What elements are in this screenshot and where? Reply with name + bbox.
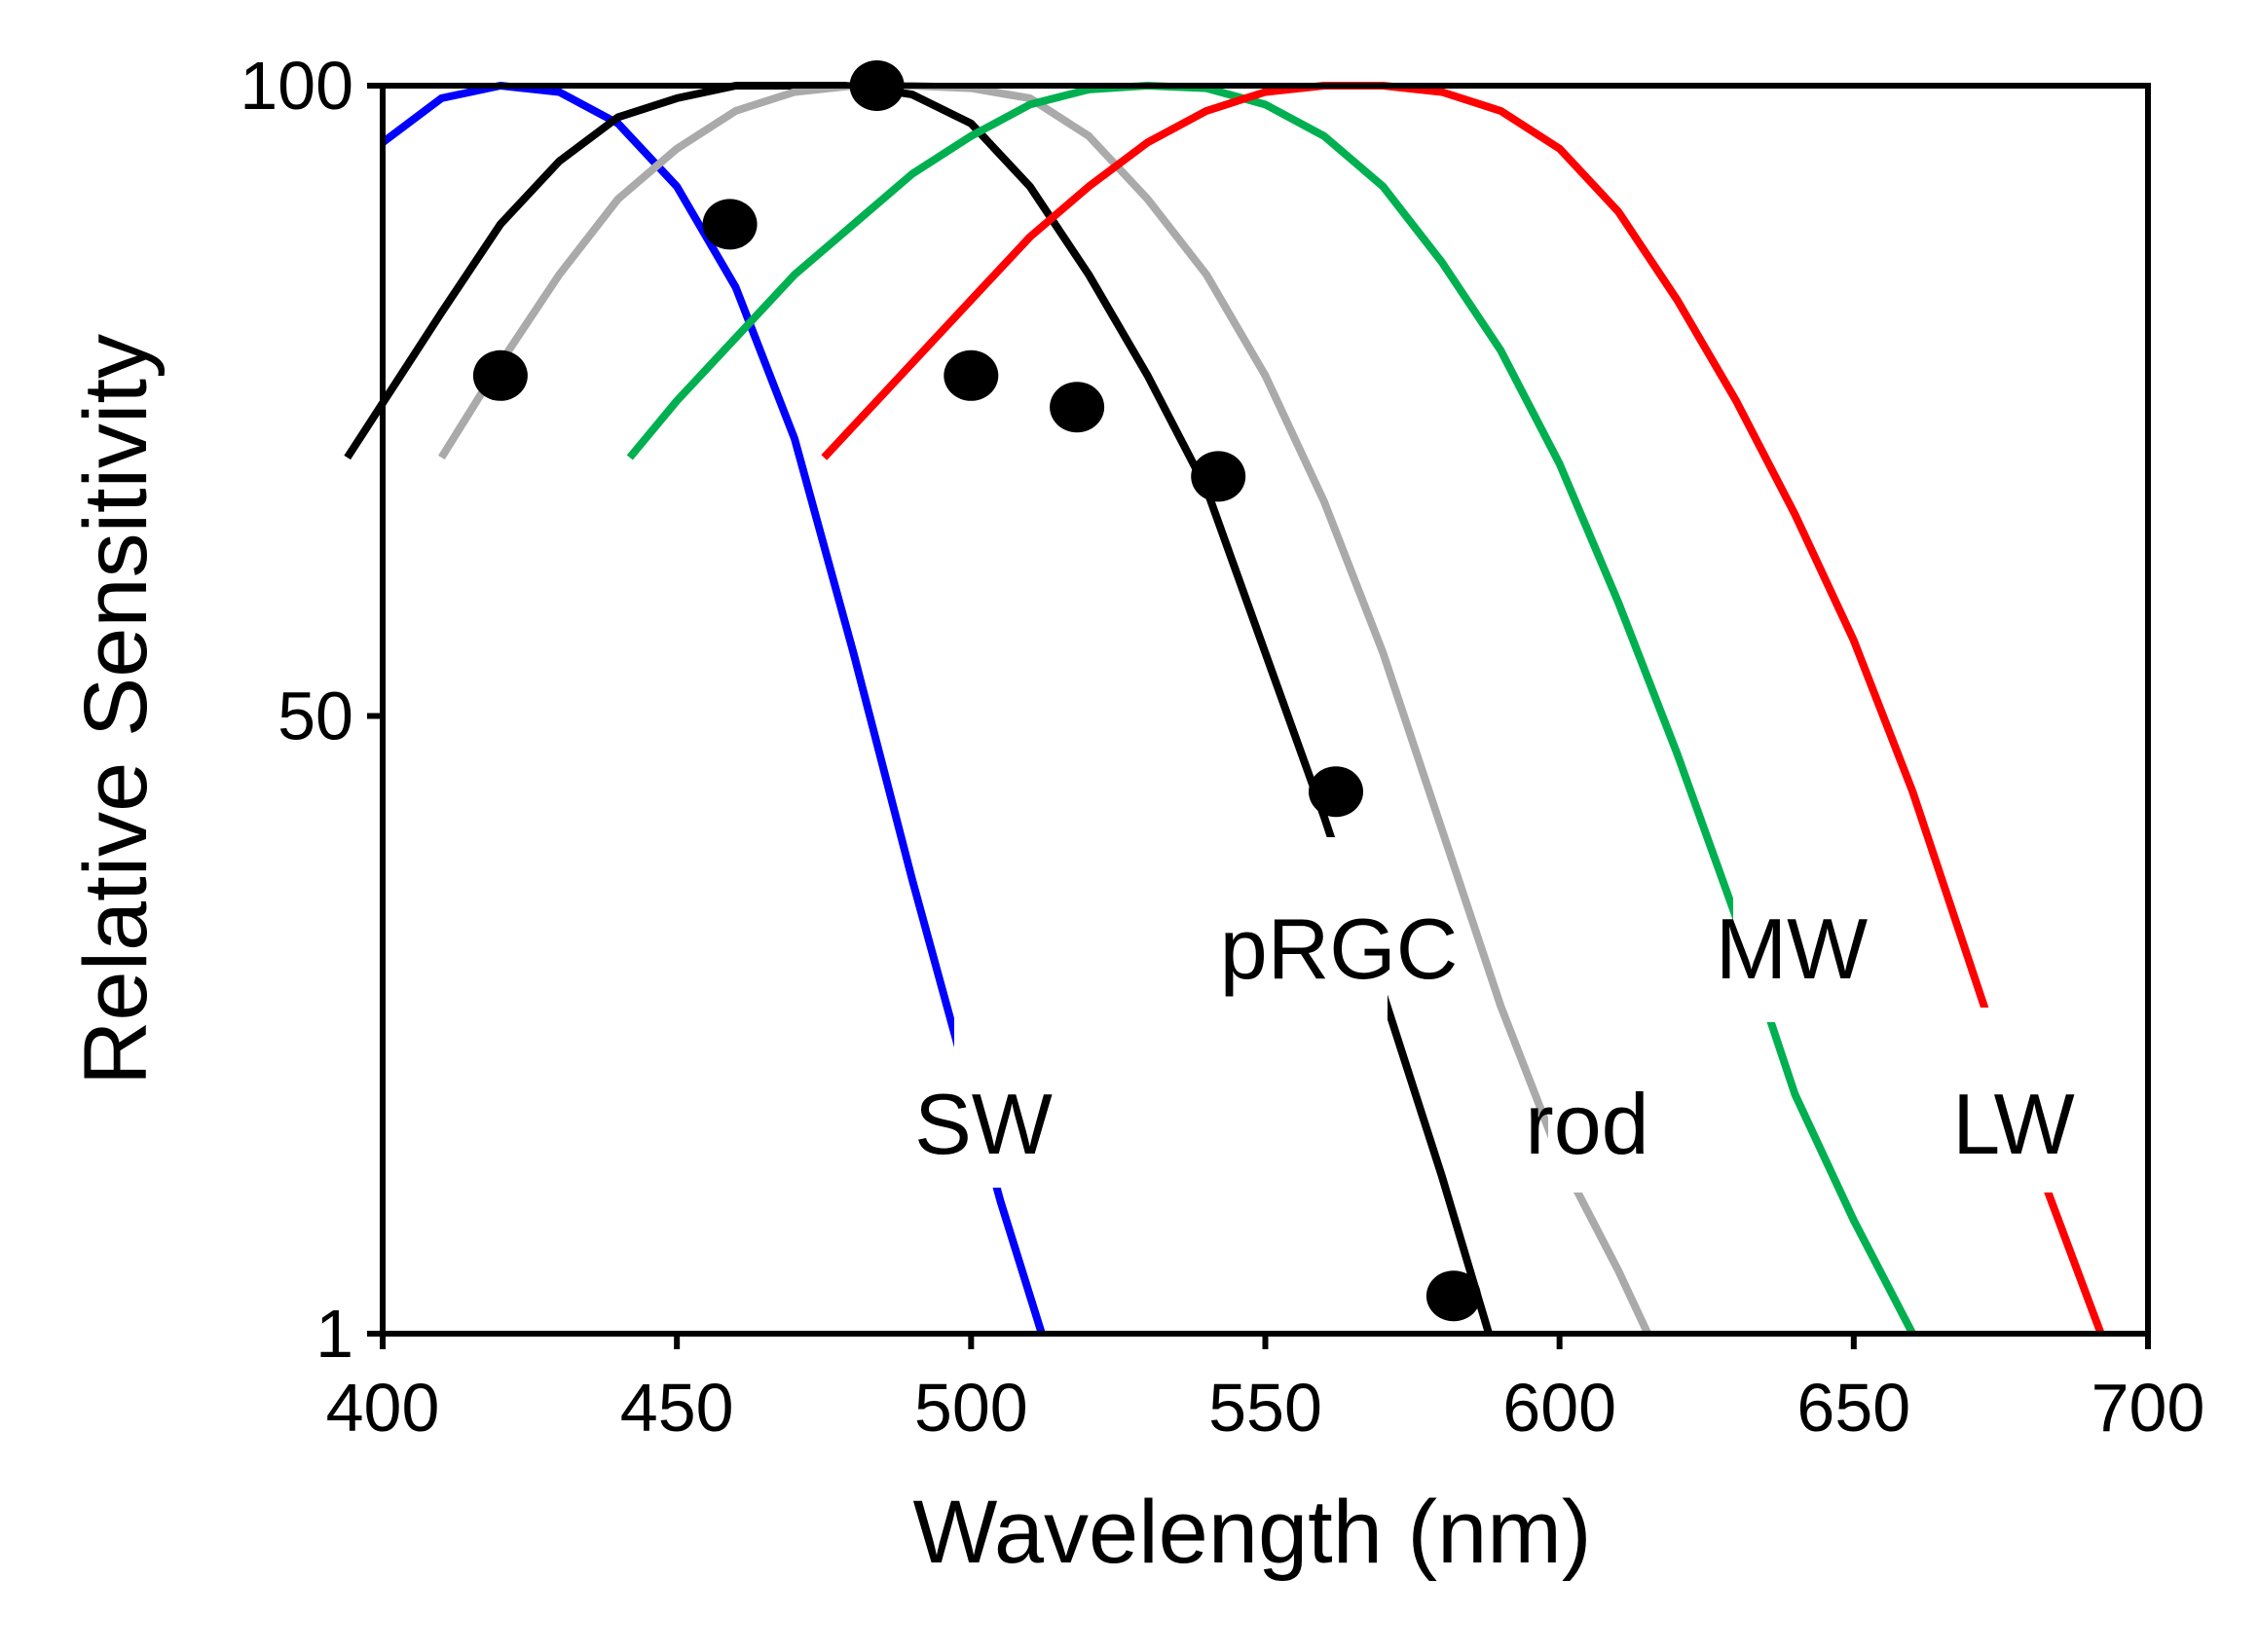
- x-tick-label: 400: [326, 1370, 440, 1446]
- data-point-7: [1425, 1270, 1481, 1322]
- curve-label-rod: rod: [1525, 1076, 1648, 1172]
- x-tick-label: 500: [914, 1370, 1028, 1446]
- y-tick-label: 1: [315, 1296, 353, 1372]
- curve-lw: [821, 82, 2105, 1334]
- scatter-layer: [472, 60, 1481, 1322]
- data-point-4: [1050, 382, 1105, 433]
- y-axis-ticks: 1 50 100: [240, 48, 383, 1372]
- curve-label-lw: LW: [1952, 1076, 2074, 1172]
- x-axis-title: Wavelength (nm): [912, 1483, 1591, 1582]
- curve-label-mw: MW: [1716, 900, 1868, 997]
- y-tick-label: 100: [240, 48, 353, 124]
- data-point-5: [1191, 451, 1246, 502]
- x-tick-label: 450: [620, 1370, 734, 1446]
- data-point-3: [944, 349, 999, 401]
- curve-labels-layer: SW pRGC rod MW LW: [914, 900, 2075, 1172]
- y-axis-title: Relative Sensitivity: [66, 334, 166, 1085]
- data-point-6: [1309, 766, 1363, 818]
- curve-mw: [626, 82, 1916, 1334]
- curves-layer: [344, 82, 2105, 1334]
- x-tick-label: 700: [2091, 1370, 2205, 1446]
- curve-label-prgc: pRGC: [1220, 900, 1459, 997]
- y-tick-label: 50: [278, 678, 353, 753]
- x-tick-label: 600: [1502, 1370, 1616, 1446]
- data-point-1: [702, 199, 758, 250]
- x-tick-label: 550: [1208, 1370, 1322, 1446]
- x-axis-ticks: 400 450 500 550 600 650 700: [326, 1334, 2205, 1446]
- x-tick-label: 650: [1796, 1370, 1910, 1446]
- data-point-0: [472, 349, 528, 401]
- curve-label-sw: SW: [914, 1076, 1053, 1172]
- curve-rod: [438, 82, 1651, 1334]
